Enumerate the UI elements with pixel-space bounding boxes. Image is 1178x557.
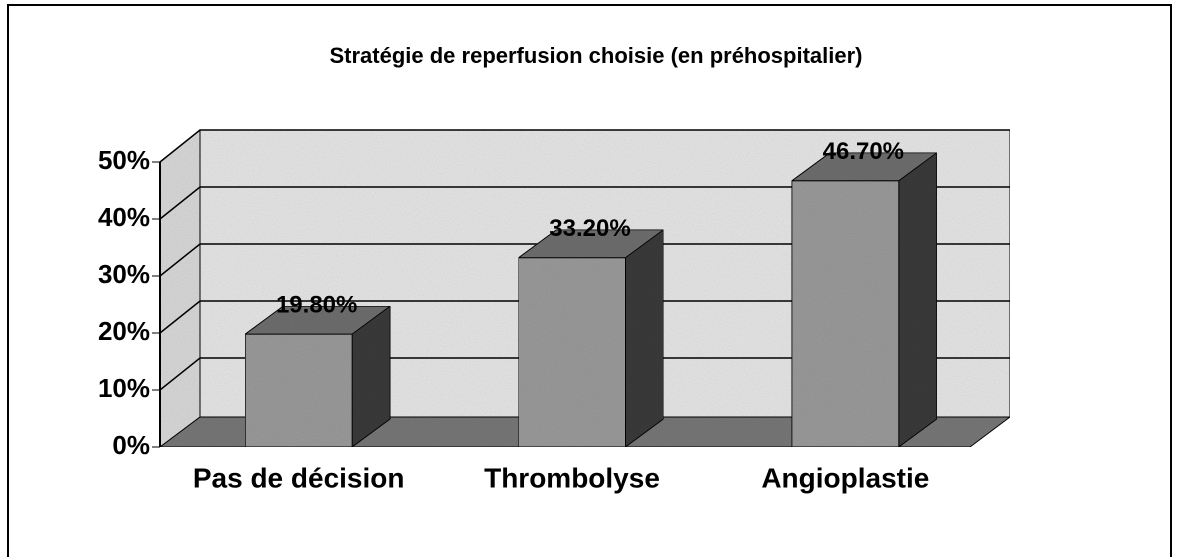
bar <box>518 257 626 448</box>
chart-title: Stratégie de reperfusion choisie (en pré… <box>329 43 862 68</box>
y-tick-label: 30% <box>98 259 150 289</box>
grid-line <box>159 129 1010 163</box>
x-tick-label: Angioplastie <box>761 462 929 493</box>
bar <box>791 180 900 448</box>
x-tick-label: Thrombolyse <box>484 462 660 493</box>
y-tick-label: 10% <box>98 373 150 403</box>
data-label: 19.80% <box>276 291 357 318</box>
y-tick-label: 0% <box>112 430 150 460</box>
grid-line <box>159 357 1010 391</box>
grid-line <box>159 186 1010 220</box>
y-tick-label: 50% <box>98 145 150 175</box>
data-label: 46.70% <box>823 138 904 165</box>
y-tick-label: 20% <box>98 316 150 346</box>
x-tick-label: Pas de décision <box>193 462 405 493</box>
data-label: 33.20% <box>549 215 630 242</box>
bar-side <box>898 151 938 448</box>
y-tick-label: 40% <box>98 202 150 232</box>
bar <box>244 333 353 448</box>
grid-line <box>159 300 1010 334</box>
side-wall <box>159 128 201 448</box>
grid-line <box>159 243 1010 277</box>
frame <box>7 4 1172 557</box>
bar-side <box>625 228 664 448</box>
